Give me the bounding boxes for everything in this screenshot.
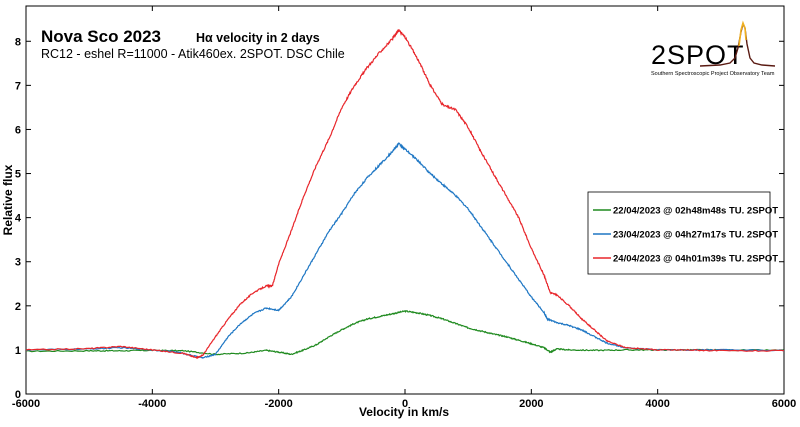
y-tick-label: 0	[15, 389, 21, 401]
legend-label-1: 22/04/2023 @ 02h48m48s TU. 2SPOT	[613, 206, 778, 217]
series-line-1	[25, 309, 785, 356]
y-axis-title: Relative flux	[1, 164, 15, 235]
x-tick-label: -4000	[138, 398, 166, 410]
y-tick-label: 5	[15, 169, 21, 181]
logo-text: 2SPOT	[651, 40, 745, 70]
chart-title: Nova Sco 2023	[41, 27, 161, 46]
chart-subtitle: RC12 - eshel R=11000 - Atik460ex. 2SPOT.…	[41, 47, 345, 61]
x-axis-title: Velocity in km/s	[359, 405, 449, 419]
x-tick-label: 0	[402, 398, 408, 410]
x-tick-label: 2000	[519, 398, 543, 410]
chart-title-suffix: Hα velocity in 2 days	[196, 31, 320, 45]
legend: 22/04/2023 @ 02h48m48s TU. 2SPOT 23/04/20…	[587, 191, 778, 275]
axis-ticks: -6000 -4000 -2000 0 2000 4000 6000 0 1 2 3 4 5 6 7 8	[12, 6, 796, 410]
logo: 2SPOT Southern Spectroscopic Project Obs…	[651, 20, 776, 77]
series-lines	[25, 29, 785, 359]
series-line-2	[25, 142, 785, 359]
legend-box	[587, 191, 771, 275]
legend-label-3: 24/04/2023 @ 04h01m39s TU. 2SPOT	[613, 254, 778, 265]
y-tick-label: 7	[15, 80, 21, 92]
y-tick-label: 6	[15, 124, 21, 136]
legend-label-2: 23/04/2023 @ 04h27m17s TU. 2SPOT	[613, 230, 778, 241]
logo-spectrum-highlight-icon	[738, 20, 747, 47]
y-tick-label: 3	[15, 257, 21, 269]
y-tick-label: 4	[15, 213, 22, 225]
series-line-3	[25, 29, 785, 359]
logo-caption: Southern Spectroscopic Project Observato…	[651, 71, 775, 77]
y-tick-label: 1	[15, 345, 21, 357]
x-tick-label: 6000	[772, 398, 796, 410]
y-tick-label: 2	[15, 301, 21, 313]
x-tick-label: -2000	[265, 398, 293, 410]
y-tick-label: 8	[15, 36, 21, 48]
legend-entries: 22/04/2023 @ 02h48m48s TU. 2SPOT 23/04/20…	[593, 206, 778, 265]
x-tick-label: 4000	[645, 398, 669, 410]
x-tick-label: -6000	[12, 398, 40, 410]
